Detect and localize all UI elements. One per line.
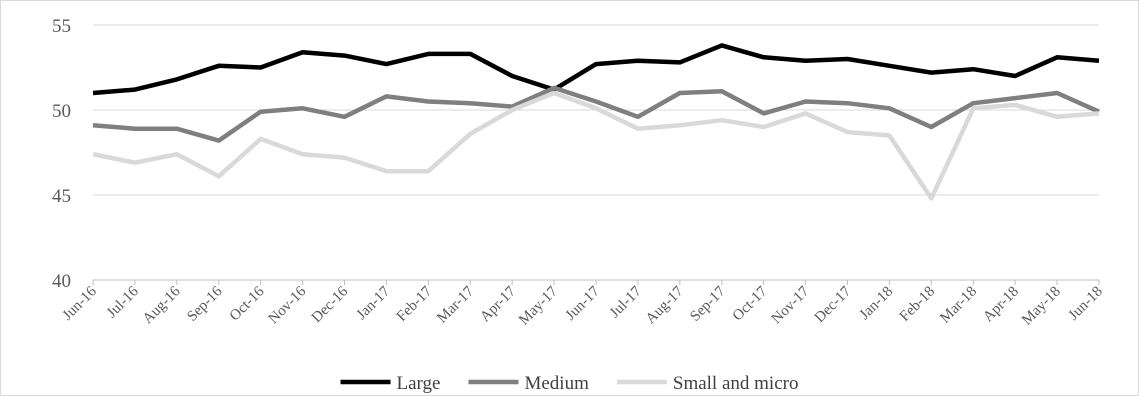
x-tick-label: Mar-18 bbox=[937, 284, 980, 327]
x-tick-label: Feb-17 bbox=[394, 283, 436, 325]
x-tick-label: Sep-17 bbox=[687, 283, 729, 325]
x-tick-label: Sep-16 bbox=[184, 283, 226, 325]
x-tick-label: Jul-16 bbox=[104, 283, 142, 321]
legend-item-large: Large bbox=[340, 373, 441, 394]
x-tick-label: Aug-16 bbox=[140, 283, 184, 327]
x-tick-label: May-18 bbox=[1019, 284, 1064, 329]
x-tick-label: Nov-17 bbox=[769, 283, 813, 327]
y-axis: 40 45 50 55 bbox=[52, 16, 71, 292]
x-tick-label: Mar-17 bbox=[434, 283, 477, 326]
series-lines bbox=[92, 43, 1100, 201]
y-tick-label: 45 bbox=[52, 186, 71, 207]
legend: Large Medium Small and micro bbox=[340, 373, 799, 394]
y-tick-label: 40 bbox=[52, 271, 71, 292]
x-tick-label: Nov-16 bbox=[266, 283, 310, 327]
legend-label: Large bbox=[397, 373, 441, 394]
x-tick-label: Jun-17 bbox=[563, 283, 604, 324]
series-line-medium bbox=[92, 85, 1100, 143]
x-tick-label: Oct-17 bbox=[730, 283, 771, 324]
series-line-small-and-micro bbox=[92, 90, 1100, 201]
x-tick-label: Apr-18 bbox=[980, 284, 1022, 326]
x-tick-label: Jan-18 bbox=[857, 284, 897, 324]
legend-label: Small and micro bbox=[673, 373, 799, 394]
legend-label: Medium bbox=[524, 373, 589, 394]
x-tick-label: Aug-17 bbox=[643, 283, 687, 327]
x-tick-label: Dec-16 bbox=[309, 283, 352, 326]
series-line-large bbox=[92, 43, 1100, 96]
x-tick-label: Jan-17 bbox=[354, 283, 394, 323]
x-tick-label: Jun-18 bbox=[1066, 284, 1106, 324]
x-tick-label: Apr-17 bbox=[477, 283, 519, 325]
x-tick-label: Oct-16 bbox=[227, 283, 268, 324]
y-tick-label: 50 bbox=[52, 101, 71, 122]
y-tick-label: 55 bbox=[52, 16, 71, 37]
legend-item-medium: Medium bbox=[468, 373, 589, 394]
x-tick-label: Feb-18 bbox=[897, 284, 938, 325]
x-tick-label: Jul-17 bbox=[607, 283, 645, 321]
legend-item-small-and-micro: Small and micro bbox=[616, 373, 799, 394]
x-tick-label: May-17 bbox=[516, 283, 561, 328]
x-tick-label: Dec-17 bbox=[812, 283, 855, 326]
